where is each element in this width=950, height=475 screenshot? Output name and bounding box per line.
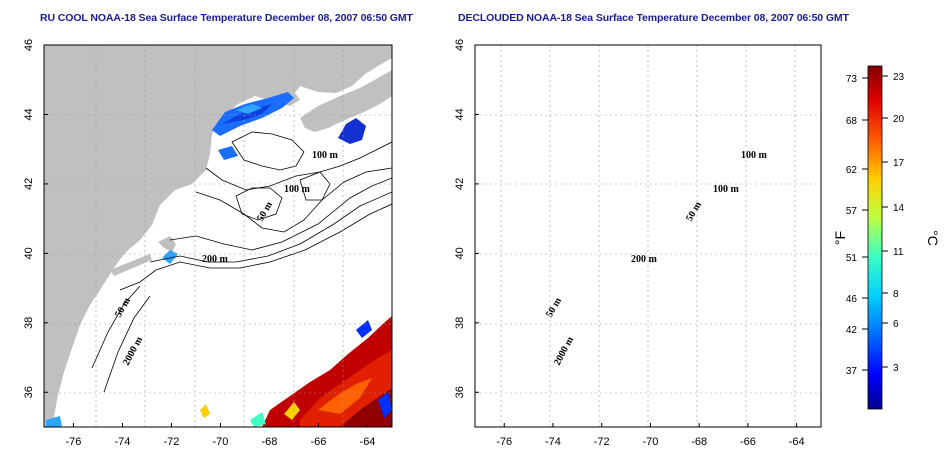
lon-tick-label: -70: [642, 436, 658, 448]
celsius-unit: °C: [925, 230, 941, 246]
lat-tick-label: 42: [454, 178, 466, 190]
lat-tick-label: 38: [23, 317, 35, 329]
map-panel-raw: 100 m 100 m 50 m 200 m 50 m 2000 m: [43, 44, 393, 428]
lat-tick-label: 36: [23, 386, 35, 398]
lat-tick-label: 36: [454, 386, 466, 398]
lon-tick-label: -64: [360, 436, 376, 448]
lat-tick-label: 46: [23, 39, 35, 51]
celsius-tick-label: 20: [893, 114, 905, 125]
lon-tick-label: -76: [65, 436, 81, 448]
fahrenheit-tick-label: 46: [846, 294, 858, 305]
lon-tick-label: -66: [740, 436, 756, 448]
sst-patches-raw: [46, 92, 392, 427]
axis-tick-labels: -76 -74 -72 -70 -68 -66 -64 36 38 40 42 44 46 -76 -74 -…: [23, 39, 805, 448]
contour-label: 100 m: [713, 184, 740, 195]
fahrenheit-tick-label: 73: [846, 74, 858, 85]
celsius-tick-label: 8: [893, 289, 899, 300]
celsius-tick-label: 17: [893, 158, 905, 169]
lat-tick-label: 40: [23, 247, 35, 259]
celsius-tick-label: 14: [893, 203, 905, 214]
graticule-raw: [44, 45, 392, 427]
map-frame: [474, 44, 822, 428]
map-panel-declouded: 100 m 100 m 50 m 200 m 50 m 2000 m: [474, 44, 822, 428]
contour-label: 100 m: [741, 150, 768, 161]
fahrenheit-unit: °F: [832, 231, 848, 245]
lon-tick-label: -66: [311, 436, 327, 448]
fahrenheit-tick-label: 62: [846, 165, 858, 176]
lat-tick-label: 46: [454, 39, 466, 51]
nova-scotia: [300, 70, 392, 132]
lon-tick-label: -64: [789, 436, 805, 448]
lat-tick-label: 44: [454, 108, 466, 120]
lat-tick-label: 42: [23, 178, 35, 190]
panel-title-raw: RU COOL NOAA-18 Sea Surface Temperature …: [40, 12, 413, 24]
graticule-declouded: [475, 45, 821, 427]
map-frame: [43, 44, 393, 428]
colorbar-ticks: 73 68 62 57 51 46 42 37 23 20 17 14 11 8 6 3: [846, 72, 905, 377]
lon-tick-label: -74: [114, 436, 130, 448]
contour-label: 100 m: [284, 184, 311, 195]
lon-tick-label: -68: [691, 436, 707, 448]
colorbar-ramp: [867, 65, 883, 410]
celsius-tick-label: 6: [893, 319, 899, 330]
contour-label: 200 m: [631, 254, 658, 265]
lon-tick-label: -72: [594, 436, 610, 448]
contour-label: 100 m: [312, 150, 339, 161]
land-mass: [44, 45, 392, 427]
colorbar: 73 68 62 57 51 46 42 37 23 20 17 14 11 8 6 3 °F °C: [832, 65, 941, 410]
lon-tick-label: -76: [496, 436, 512, 448]
long-island: [110, 254, 152, 276]
lat-tick-label: 44: [23, 108, 35, 120]
lat-tick-label: 38: [454, 317, 466, 329]
lon-tick-label: -68: [262, 436, 278, 448]
fahrenheit-tick-label: 68: [846, 116, 858, 127]
lon-tick-label: -72: [163, 436, 179, 448]
lat-tick-label: 40: [454, 247, 466, 259]
lon-tick-label: -70: [212, 436, 228, 448]
fahrenheit-tick-label: 57: [846, 206, 858, 217]
panel-title-declouded: DECLOUDED NOAA-18 Sea Surface Temperatur…: [458, 12, 849, 24]
contour-label: 200 m: [202, 254, 229, 265]
fahrenheit-tick-label: 42: [846, 325, 858, 336]
fahrenheit-tick-label: 51: [846, 253, 858, 264]
celsius-tick-label: 11: [893, 247, 904, 258]
lon-tick-label: -74: [545, 436, 561, 448]
celsius-tick-label: 23: [893, 72, 905, 83]
fahrenheit-tick-label: 37: [846, 366, 858, 377]
celsius-tick-label: 3: [893, 363, 899, 374]
